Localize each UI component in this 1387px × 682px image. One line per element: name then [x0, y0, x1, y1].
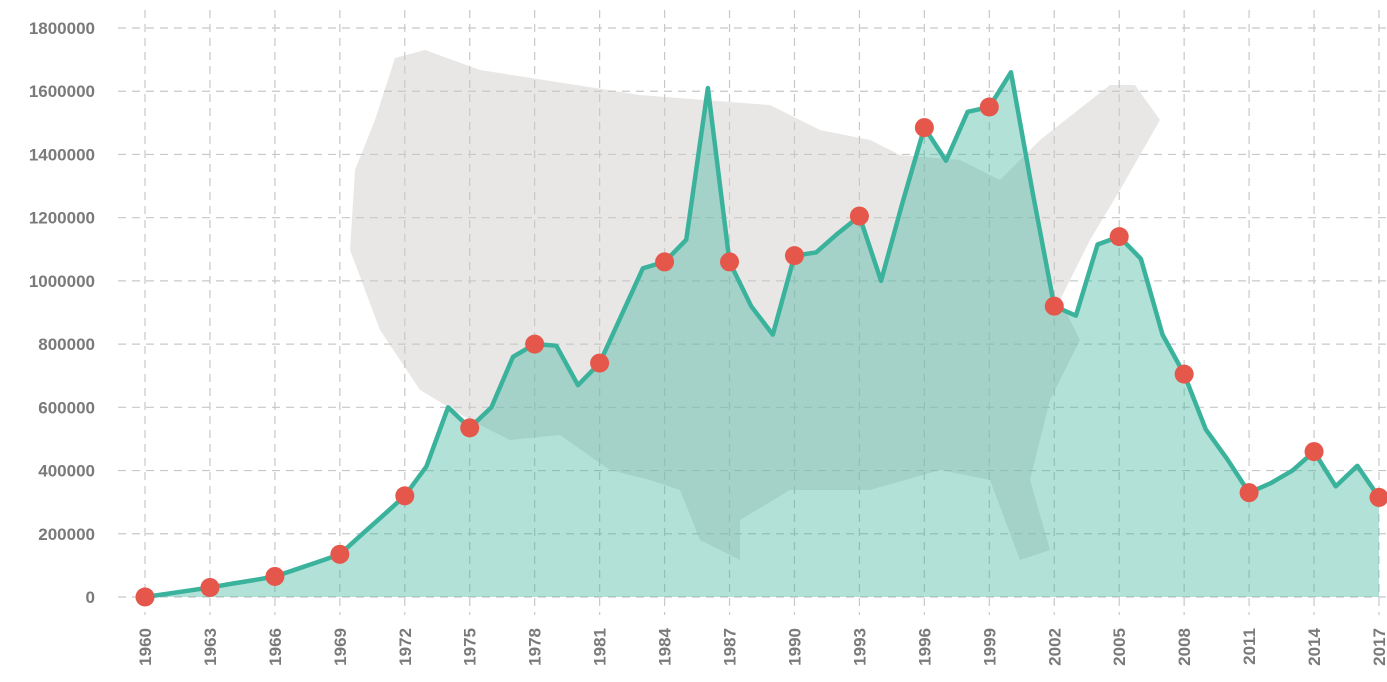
marker [784, 246, 804, 266]
x-tick-label: 1960 [136, 628, 155, 666]
x-tick-label: 1966 [266, 628, 285, 666]
marker [720, 252, 740, 272]
area [145, 72, 1379, 597]
x-tick-label: 1978 [526, 628, 545, 666]
line [144, 70, 1381, 600]
x-tick-label: 2005 [1110, 628, 1129, 666]
x-tick-label: 1987 [721, 628, 740, 666]
x-tick-label: 1999 [980, 628, 999, 666]
x-tick-label: 2002 [1045, 628, 1064, 666]
y-tick-label: 1400000 [29, 145, 95, 164]
x-tick-label: 1984 [656, 627, 675, 665]
x-tick-label: 1975 [461, 628, 480, 666]
marker [1239, 483, 1259, 503]
marker [1369, 487, 1387, 507]
y-tick-label: 200000 [38, 525, 95, 544]
marker [460, 418, 480, 438]
x-tick-label: 1969 [331, 628, 350, 666]
y-tick-label: 400000 [38, 462, 95, 481]
y-tick-label: 1000000 [29, 272, 95, 291]
x-tick-label: 1981 [591, 628, 610, 666]
plot [135, 70, 1387, 607]
x-tick-label: 1990 [785, 628, 804, 666]
marker [590, 353, 610, 373]
marker [525, 334, 545, 354]
x-tick-label: 2017 [1370, 628, 1387, 666]
marker [914, 118, 934, 138]
marker [655, 252, 675, 272]
marker [1109, 227, 1129, 247]
marker [265, 566, 285, 586]
y-tick-label: 0 [86, 588, 95, 607]
y-tick-label: 800000 [38, 335, 95, 354]
x-tick-label: 1972 [396, 628, 415, 666]
x-tick-label: 1993 [850, 628, 869, 666]
x-tick-label: 2008 [1175, 628, 1194, 666]
marker [1304, 442, 1324, 462]
y-tick-label: 600000 [38, 398, 95, 417]
y-tick-label: 1800000 [29, 19, 95, 38]
grid: 0 200000 400000 600000 800000 1000000 1200000 1… [29, 10, 1387, 666]
marker [1044, 296, 1064, 316]
marker [1174, 364, 1194, 384]
x-tick-label: 2014 [1305, 627, 1324, 665]
x-tick-label: 1963 [201, 628, 220, 666]
y-tick-label: 1200000 [29, 209, 95, 228]
marker [330, 544, 350, 564]
marker [200, 578, 220, 598]
x-tick-label: 2011 [1240, 628, 1259, 665]
x-tick-label: 1996 [915, 628, 934, 666]
marker [849, 206, 869, 226]
y-tick-label: 1600000 [29, 82, 95, 101]
marker [395, 486, 415, 506]
marker [979, 97, 999, 117]
background-map [350, 50, 1160, 560]
marker [135, 587, 155, 607]
